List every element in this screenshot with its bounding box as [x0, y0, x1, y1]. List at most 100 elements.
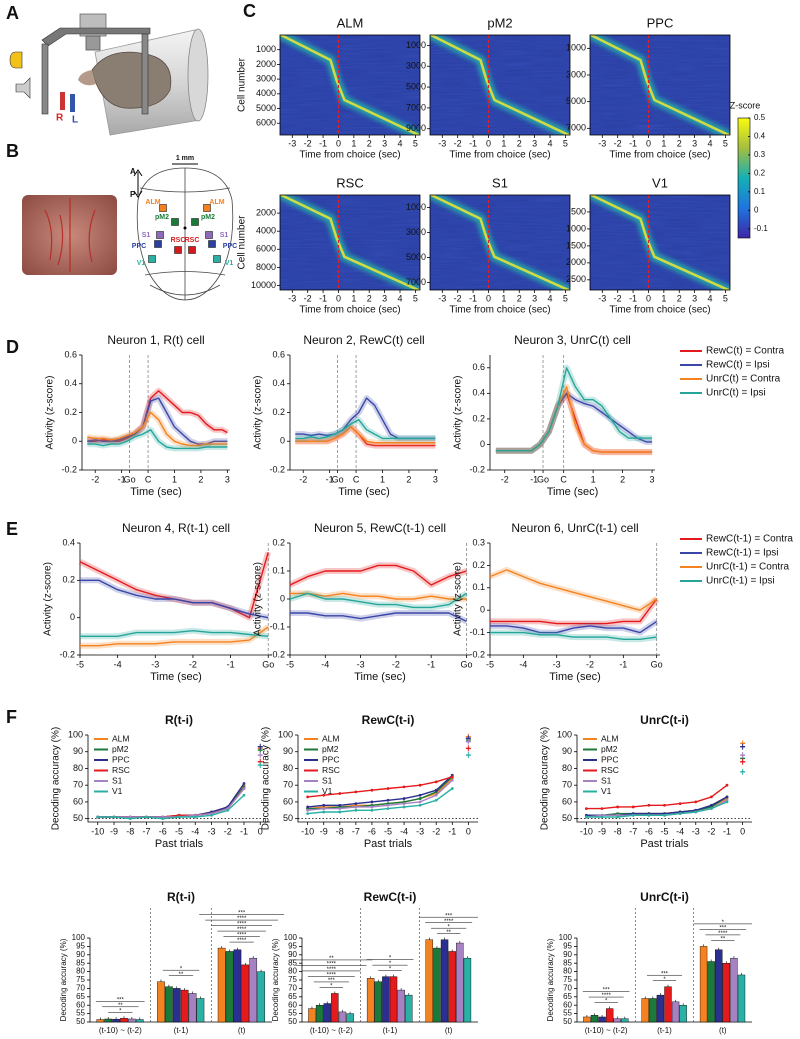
series-line [80, 626, 269, 647]
point [725, 795, 729, 799]
y-tick-label: -0.2 [269, 464, 285, 474]
x-tick-label: 2 [677, 293, 682, 303]
x-tick-label: -1 [469, 293, 477, 303]
y-tick-label: 4000 [256, 88, 276, 98]
significance-label: * [447, 924, 450, 930]
heatmap-noise [280, 195, 420, 290]
axis-spine [87, 735, 270, 823]
y-tick-label: 10000 [251, 280, 276, 290]
point [694, 810, 698, 814]
significance-label: **** [237, 933, 247, 939]
significance-label: * [605, 999, 608, 1005]
x-tick-label: 5 [413, 138, 418, 148]
x-tick-label: 1 [501, 138, 506, 148]
significance-label: ** [118, 1003, 123, 1009]
activity-band [280, 195, 420, 290]
y-tick-label: 65 [288, 992, 297, 1001]
legend-label: RSC [322, 765, 340, 775]
bar [397, 989, 405, 1023]
area-label: RSC [171, 237, 186, 244]
legend-label: V1 [322, 786, 333, 796]
point [354, 802, 358, 805]
heatmap-image [280, 35, 420, 135]
y-tick-label: 0 [280, 436, 285, 446]
frame [279, 194, 421, 291]
y-axis-label: Decoding accuracy (%) [51, 727, 62, 830]
series-line [295, 419, 436, 440]
y-tick-label: 0.4 [64, 378, 77, 388]
point [418, 797, 422, 800]
y-axis-label: Activity (z-score) [253, 562, 264, 636]
point [450, 787, 454, 790]
y-tick-label: 60 [562, 796, 572, 806]
y-tick-label: 6000 [256, 244, 276, 254]
significance-label: *** [603, 988, 611, 994]
frame [589, 194, 731, 291]
side-label: R [56, 113, 64, 124]
legend-label: RewC(t) = Ipsi [706, 360, 770, 371]
y-tick-label: 2000 [256, 207, 276, 217]
activity-band [590, 35, 730, 135]
bar [112, 1018, 120, 1023]
y-tick-label: 70 [563, 984, 572, 993]
point [434, 793, 438, 797]
x-tick-label: 0 [466, 826, 471, 836]
bar [180, 989, 189, 1023]
legend-label: pM2 [112, 744, 129, 754]
x-tick-label: 3 [382, 293, 387, 303]
legend-label: RewC(t) = Contra [706, 346, 785, 357]
point [616, 815, 620, 819]
y-axis-label: Activity (z-score) [453, 376, 464, 450]
y-tick-label: 55 [76, 1009, 85, 1018]
bar [722, 963, 731, 1023]
bar [405, 994, 413, 1023]
x-tick-label: -1 [629, 138, 637, 148]
y-tick-label: 0.6 [472, 362, 485, 372]
x-tick-label: -8 [336, 826, 344, 836]
bar [157, 981, 165, 1023]
x-tick-label: Go [651, 659, 663, 669]
x-tick-label: -5 [175, 826, 183, 836]
x-tick-label: -2 [304, 293, 312, 303]
y-tick-label: 55 [563, 1009, 572, 1018]
x-axis-label: Time from choice (sec) [609, 150, 710, 161]
y-tick-label: 0 [280, 593, 285, 603]
bar [308, 1008, 316, 1023]
x-tick-label: C [145, 474, 152, 484]
bar [737, 974, 746, 1023]
significance-label: ** [329, 956, 334, 962]
heatmap [279, 34, 421, 136]
frame [429, 194, 571, 291]
point [434, 788, 438, 792]
legend-label: ALM [322, 733, 339, 743]
point [370, 800, 374, 804]
bar [456, 942, 464, 1023]
point [402, 785, 406, 789]
area-label: pM2 [201, 214, 215, 221]
bar [249, 957, 258, 1023]
y-tick-label: 70 [288, 984, 297, 993]
legend-label: S1 [322, 775, 333, 785]
series-line [307, 774, 453, 808]
series-line [87, 411, 228, 447]
bar [671, 1001, 680, 1023]
legend-label: ALM [601, 733, 618, 743]
y-tick-label: 60 [76, 1000, 85, 1009]
x-axis-label: Time from choice (sec) [299, 150, 400, 161]
y-tick-label: 3000 [406, 61, 426, 71]
x-tick-label: -1 [319, 293, 327, 303]
x-tick-label: -6 [368, 826, 376, 836]
bar [389, 976, 398, 1023]
y-tick-label: 8000 [256, 262, 276, 272]
significance-label: **** [601, 993, 611, 999]
x-axis-label: Time (sec) [338, 486, 390, 498]
area-label: V1 [137, 260, 146, 267]
chart-title: Neuron 3, UnrC(t) cell [514, 333, 631, 347]
y-tick-label: 0.2 [272, 537, 285, 547]
series-line [289, 592, 467, 609]
point [242, 793, 246, 797]
colorbar [737, 117, 751, 239]
bar [165, 986, 173, 1023]
bar [217, 947, 226, 1023]
point [338, 792, 342, 795]
